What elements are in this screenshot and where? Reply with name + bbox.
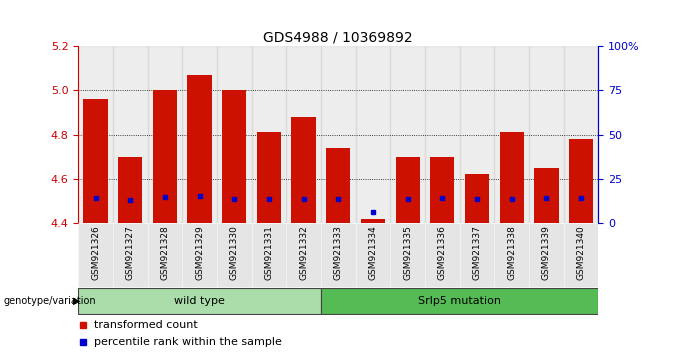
Bar [390,223,425,287]
Text: GSM921337: GSM921337 [473,225,481,280]
Bar [494,223,529,287]
Text: ▶: ▶ [73,296,81,306]
Bar [153,90,177,223]
Bar [326,148,350,223]
Bar [465,175,489,223]
Text: Srlp5 mutation: Srlp5 mutation [418,296,501,306]
Bar [361,219,385,223]
Text: genotype/variation: genotype/variation [3,296,96,306]
Bar [252,46,286,223]
Bar [78,223,113,287]
Bar [425,46,460,223]
Bar [113,46,148,223]
Bar [113,223,148,287]
Text: GSM921339: GSM921339 [542,225,551,280]
Text: GSM921338: GSM921338 [507,225,516,280]
Bar [529,46,564,223]
Bar [500,132,524,223]
Bar [78,288,321,314]
Text: GSM921331: GSM921331 [265,225,273,280]
Bar [460,46,494,223]
Text: GSM921330: GSM921330 [230,225,239,280]
Text: GSM921329: GSM921329 [195,225,204,280]
Bar [118,156,142,223]
Bar [286,46,321,223]
Bar [356,223,390,287]
Text: GSM921328: GSM921328 [160,225,169,280]
Title: GDS4988 / 10369892: GDS4988 / 10369892 [263,31,413,45]
Bar [84,99,107,223]
Bar [460,223,494,287]
Bar [569,139,593,223]
Bar [182,46,217,223]
Text: GSM921340: GSM921340 [577,225,585,280]
Text: GSM921333: GSM921333 [334,225,343,280]
Bar [252,223,286,287]
Bar [564,46,598,223]
Bar [321,223,356,287]
Bar [425,223,460,287]
Text: GSM921327: GSM921327 [126,225,135,280]
Bar [321,288,598,314]
Text: GSM921334: GSM921334 [369,225,377,280]
Text: GSM921335: GSM921335 [403,225,412,280]
Bar [356,46,390,223]
Text: transformed count: transformed count [94,320,198,330]
Text: GSM921326: GSM921326 [91,225,100,280]
Bar [396,156,420,223]
Text: GSM921336: GSM921336 [438,225,447,280]
Text: GSM921332: GSM921332 [299,225,308,280]
Bar [286,223,321,287]
Bar [148,223,182,287]
Bar [534,168,558,223]
Text: percentile rank within the sample: percentile rank within the sample [94,337,282,347]
Bar [494,46,529,223]
Bar [292,117,316,223]
Bar [148,46,182,223]
Bar [217,223,252,287]
Bar [182,223,217,287]
Bar [430,156,454,223]
Text: wild type: wild type [174,296,225,306]
Bar [529,223,564,287]
Bar [390,46,425,223]
Bar [78,46,113,223]
Bar [222,90,246,223]
Bar [257,132,281,223]
Bar [188,75,211,223]
Bar [321,46,356,223]
Bar [217,46,252,223]
Bar [564,223,598,287]
